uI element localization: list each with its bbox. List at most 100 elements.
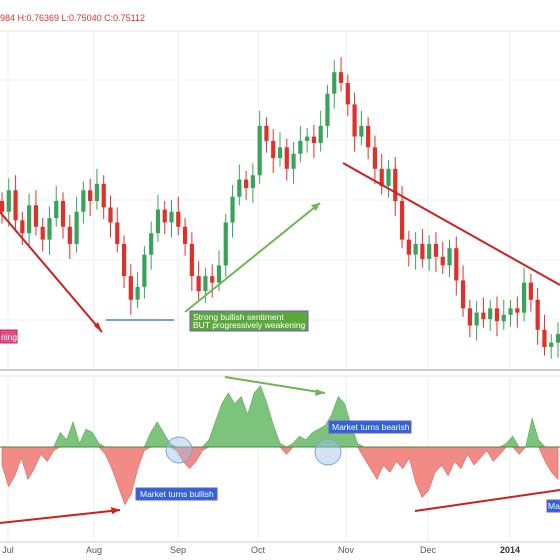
candle-up [216,265,222,283]
candle-up [325,93,330,126]
candle-down [399,201,405,240]
candle-down [372,147,378,169]
candle-down [379,168,384,186]
candle-down [189,243,194,277]
candle-down [60,201,66,227]
candle-up [203,276,208,292]
candle-down [366,125,371,148]
candle-down [338,72,344,83]
osc-divergence-arrowhead-left [111,507,120,514]
candle-down [433,243,439,257]
candle-up [223,222,228,266]
downtrend-arrowhead [94,322,102,332]
candle-down [101,183,106,208]
candle-up [250,175,255,189]
candle-down [108,207,113,223]
candle-up [81,190,86,212]
candle-up [305,136,310,141]
candle-down [88,190,93,201]
candle-up [135,286,140,300]
ohlc-readout: 984 H:0.76369 L:0.75040 C:0.75112 [0,13,145,23]
candle-up [508,308,513,315]
candle-down [420,243,425,259]
x-tick-label: Jul [2,545,14,555]
ma-annotation-text: Ma [548,501,560,511]
candle-up [230,196,235,223]
market-bullish-text: Market turns bullish [140,489,214,499]
strong-bullish-annotation[interactable] [189,310,309,332]
oscillator-area [1,385,559,506]
market-bearish-text: Market turns bearish [332,422,410,432]
x-tick-label: Oct [251,545,266,555]
strong-bullish-line-2: BUT progressively weakening [193,320,306,330]
candle-down [121,243,127,277]
downtrend-line-left [0,211,103,333]
candle-up [474,312,479,326]
candle-down [515,308,520,313]
candle-down [528,282,533,300]
candle-up [47,218,52,240]
candle-up [386,168,391,186]
candle-down [67,226,72,244]
candle-down [40,226,45,240]
candle-up [549,342,554,347]
candle-down [0,201,5,212]
candle-down [20,220,25,234]
price-candles [0,57,560,359]
pink-annotation[interactable] [0,329,18,344]
x-tick-label: Dec [420,545,437,555]
pink-annotation-text: ning [1,332,17,342]
strong-bullish-line-1: Strong bullish sentiment [193,312,284,322]
x-tick-label: Sep [170,545,186,555]
candle-up [413,243,418,255]
candle-down [467,308,472,326]
x-tick-label: Aug [86,545,102,555]
candle-down [454,248,459,281]
candle-down [406,239,411,255]
candle-down [440,256,445,266]
candle-up [427,243,432,259]
osc-divergence-line-green [224,376,326,394]
candle-down [460,280,466,309]
candle-down [481,312,486,320]
ma-annotation[interactable] [546,499,560,513]
uptrend-arrowhead [311,203,320,211]
candle-up [447,248,452,266]
x-tick-label: Nov [338,545,355,555]
candle-down [243,179,249,189]
candle-down [13,190,18,221]
uptrend-line [184,202,321,313]
downtrend-line-right [342,162,560,286]
market-bullish-annotation[interactable] [135,487,218,501]
candle-up [488,308,493,320]
osc-divergence-arrowhead-green [315,389,325,396]
market-bearish-annotation[interactable] [328,420,412,434]
candle-up [27,205,32,234]
candle-up [359,125,364,137]
candle-down [284,147,289,169]
candle-down [210,276,215,283]
candle-down [182,226,188,244]
gridlines [0,32,560,541]
candle-down [542,329,547,347]
candle-down [271,140,276,159]
candle-down [128,276,133,300]
bullish-cross-marker [165,436,193,464]
candle-up [155,209,161,234]
candle-up [298,140,303,154]
candle-up [257,125,262,176]
candle-up [318,125,323,144]
candle-down [393,168,398,201]
candle-up [169,211,174,223]
candle-down [345,82,350,105]
candle-down [176,211,181,227]
candle-up [501,314,506,322]
osc-divergence-line-left [0,509,121,524]
candle-up [94,183,100,201]
x-tick-label: 2014 [500,545,520,555]
candle-down [535,299,540,330]
candle-up [54,201,59,219]
candle-up [142,254,147,287]
candle-down [311,136,317,144]
